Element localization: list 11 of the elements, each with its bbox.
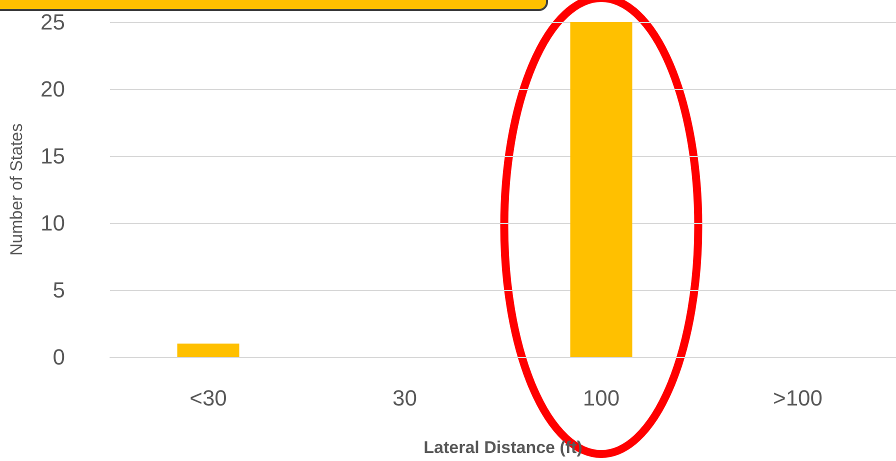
y-axis-title: Number of States xyxy=(7,123,26,256)
y-tick-label: 20 xyxy=(40,76,65,102)
y-tick-label: 10 xyxy=(40,210,65,236)
x-tick-label: 100 xyxy=(582,386,620,410)
y-tick-label: 0 xyxy=(52,344,65,370)
y-tick-label: 25 xyxy=(40,10,65,34)
x-tick-label: >100 xyxy=(772,386,823,410)
x-tick-label: 30 xyxy=(392,386,417,410)
x-tick-label: <30 xyxy=(190,386,227,410)
y-tick-label: 5 xyxy=(52,278,65,302)
y-tick-label: 15 xyxy=(40,144,65,168)
